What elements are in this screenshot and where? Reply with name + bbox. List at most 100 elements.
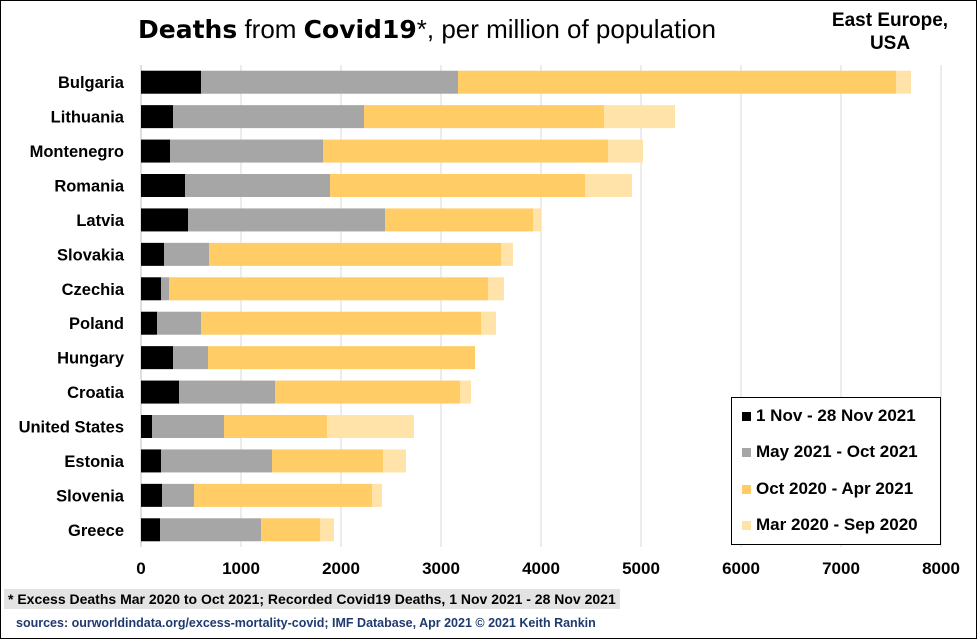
- region-label-line2: USA: [869, 33, 911, 54]
- legend-swatch: [742, 484, 751, 494]
- bar-segment: [141, 311, 157, 335]
- bar-segment: [179, 380, 275, 404]
- bar-segment: [141, 518, 160, 542]
- bar-segment: [152, 415, 224, 438]
- bar-segment: [458, 70, 896, 94]
- category-label: Croatia: [67, 384, 125, 402]
- bar-segment: [330, 174, 585, 197]
- bar-segment: [201, 311, 481, 335]
- bar-segment: [323, 139, 608, 163]
- bar-segment: [141, 346, 173, 370]
- bar-segment: [272, 449, 383, 473]
- bar-segment: [164, 242, 209, 266]
- bar-segment: [585, 174, 632, 197]
- bar-segment: [169, 277, 488, 301]
- bar-segment: [141, 277, 161, 301]
- bar-segment: [488, 277, 504, 301]
- bar-segment: [209, 242, 501, 266]
- region-label-line1: East Europe,: [831, 10, 949, 31]
- bar-segment: [364, 105, 604, 129]
- category-label: Slovakia: [57, 246, 125, 264]
- bar-segment: [141, 208, 188, 232]
- category-label: Montenegro: [30, 143, 124, 161]
- bar-segment: [141, 415, 152, 438]
- legend-label: 1 Nov - 28 Nov 2021: [756, 406, 916, 425]
- bar-segment: [141, 139, 170, 163]
- bar-segment: [194, 483, 372, 507]
- bar-segment: [201, 70, 458, 94]
- legend-swatch: [742, 411, 751, 421]
- bar-segment: [320, 518, 334, 542]
- bar-segment: [275, 380, 460, 404]
- footnote: * Excess Deaths Mar 2020 to Oct 2021; Re…: [4, 589, 620, 609]
- bar-segment: [161, 449, 272, 473]
- bar-segment: [188, 208, 385, 232]
- title-bold-covid: Covid19: [303, 15, 417, 44]
- region-label: East Europe, USA: [815, 9, 965, 55]
- category-label: Slovenia: [56, 487, 125, 505]
- bar-segment: [224, 415, 327, 438]
- legend-swatch: [742, 520, 751, 530]
- category-label: Czechia: [62, 281, 125, 299]
- x-tick-label: 3000: [422, 559, 460, 578]
- legend-item: May 2021 - Oct 2021: [742, 442, 918, 462]
- bar-segment: [157, 311, 201, 335]
- x-tick-label: 0: [136, 559, 145, 578]
- x-tick-label: 2000: [322, 559, 360, 578]
- legend-label: Oct 2020 - Apr 2021: [756, 479, 914, 498]
- category-label: Lithuania: [51, 109, 125, 127]
- bar-segment: [141, 174, 185, 197]
- bar-segment: [208, 346, 475, 370]
- bar-segment: [141, 242, 164, 266]
- x-tick-label: 4000: [522, 559, 560, 578]
- bar-segment: [170, 139, 323, 163]
- bar-segment: [372, 483, 382, 507]
- category-label: Latvia: [76, 212, 125, 230]
- x-tick-label: 6000: [722, 559, 760, 578]
- category-label: Estonia: [64, 453, 124, 471]
- bar-segment: [173, 346, 208, 370]
- legend-label: Mar 2020 - Sep 2020: [756, 515, 918, 534]
- bar-segment: [327, 415, 414, 438]
- bar-segment: [385, 208, 533, 232]
- bar-segment: [141, 105, 173, 129]
- bar-segment: [460, 380, 471, 404]
- title-rest: *, per million of population: [416, 14, 716, 44]
- bar-segment: [161, 277, 169, 301]
- bar-segment: [185, 174, 330, 197]
- bar-segment: [141, 70, 201, 94]
- x-tick-label: 8000: [922, 559, 960, 578]
- legend-label: May 2021 - Oct 2021: [756, 442, 918, 461]
- bar-segment: [160, 518, 261, 542]
- bar-segment: [162, 483, 194, 507]
- bar-segment: [481, 311, 496, 335]
- legend: 1 Nov - 28 Nov 2021 May 2021 - Oct 2021 Oc…: [731, 397, 941, 545]
- category-label: Poland: [69, 315, 124, 333]
- legend-swatch: [742, 447, 751, 457]
- bar-segment: [383, 449, 406, 473]
- x-tick-label: 1000: [222, 559, 260, 578]
- bar-segment: [141, 380, 179, 404]
- x-tick-label: 7000: [822, 559, 860, 578]
- bar-segment: [501, 242, 513, 266]
- bar-segment: [141, 449, 161, 473]
- category-label: United States: [19, 419, 124, 437]
- category-label: Hungary: [57, 350, 125, 368]
- title-from: from: [237, 14, 304, 44]
- bar-segment: [533, 208, 541, 232]
- bar-segment: [261, 518, 320, 542]
- bar-segment: [173, 105, 364, 129]
- legend-item: 1 Nov - 28 Nov 2021: [742, 406, 916, 426]
- legend-item: Mar 2020 - Sep 2020: [742, 515, 918, 535]
- title-bold-deaths: Deaths: [138, 15, 238, 44]
- category-label: Greece: [68, 522, 124, 540]
- bar-segment: [141, 483, 162, 507]
- bar-segment: [608, 139, 643, 163]
- legend-item: Oct 2020 - Apr 2021: [742, 479, 913, 499]
- chart-title: Deaths from Covid19*, per million of pop…: [138, 14, 716, 45]
- bar-segment: [604, 105, 675, 129]
- bar-segment: [896, 70, 911, 94]
- category-label: Bulgaria: [58, 74, 125, 92]
- sources-line: sources: ourworldindata.org/excess-morta…: [16, 616, 596, 630]
